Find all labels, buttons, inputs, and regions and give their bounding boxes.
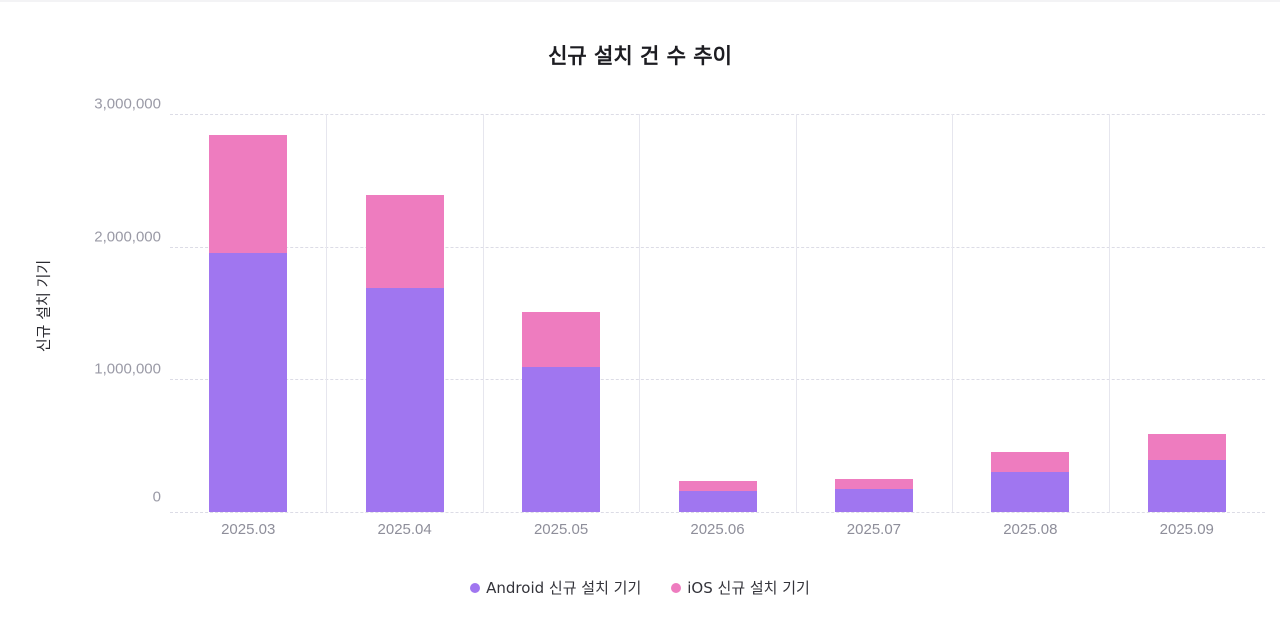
bar-segment-ios[interactable] <box>209 135 288 254</box>
bar-segment-android[interactable] <box>209 253 288 512</box>
ios-dot-icon <box>671 582 682 593</box>
bar-segment-android[interactable] <box>365 287 444 512</box>
x-tick-label: 2025.04 <box>377 521 432 538</box>
bar-segment-ios[interactable] <box>834 478 913 490</box>
bar-2025.08[interactable] <box>991 452 1070 512</box>
y-tick-label: 3,000,000 <box>94 95 161 113</box>
y-tick-label: 2,000,000 <box>94 228 161 246</box>
gridline <box>170 512 1265 513</box>
legend-label-android: Android 신규 설치 기기 <box>486 579 642 597</box>
x-tick-label: 2025.05 <box>533 521 589 538</box>
bar-2025.03[interactable] <box>209 135 288 512</box>
x-tick-label: 2025.07 <box>846 521 902 538</box>
x-tick-label: 2025.08 <box>1003 521 1058 538</box>
gridline <box>170 114 1265 115</box>
bar-2025.09[interactable] <box>1147 433 1226 512</box>
category-divider <box>796 114 797 512</box>
category-divider <box>952 114 953 512</box>
legend: Android 신규 설치 기기 iOS 신규 설치 기기 <box>0 577 1280 598</box>
bar-segment-ios[interactable] <box>1147 433 1226 461</box>
y-tick-label: 1,000,000 <box>94 360 161 378</box>
bar-2025.06[interactable] <box>678 481 757 512</box>
category-divider <box>639 114 640 512</box>
bar-segment-android[interactable] <box>522 367 601 512</box>
category-divider <box>326 114 327 512</box>
bar-2025.04[interactable] <box>365 194 444 512</box>
gridline <box>170 379 1265 381</box>
x-tick-label: 2025.06 <box>690 521 745 538</box>
category-divider <box>1109 114 1110 512</box>
x-tick-label: 2025.09 <box>1159 521 1214 538</box>
bar-2025.05[interactable] <box>522 311 601 512</box>
bar-segment-ios[interactable] <box>365 194 444 288</box>
y-tick-label: 0 <box>152 488 161 506</box>
android-dot-icon <box>470 582 481 593</box>
legend-item-android[interactable]: Android 신규 설치 기기 <box>470 577 641 598</box>
bar-segment-android[interactable] <box>991 472 1070 512</box>
chart-title: 신규 설치 건 수 추이 <box>548 44 732 68</box>
category-divider <box>483 114 484 512</box>
legend-label-ios: iOS 신규 설치 기기 <box>687 579 810 597</box>
bar-segment-android[interactable] <box>1147 460 1226 512</box>
bar-segment-android[interactable] <box>678 490 757 512</box>
top-border <box>0 0 1280 2</box>
x-tick-label: 2025.03 <box>221 521 276 538</box>
gridline <box>170 246 1265 248</box>
y-axis-label: 신규 설치 기기 <box>34 259 53 353</box>
legend-item-ios[interactable]: iOS 신규 설치 기기 <box>671 577 810 598</box>
bar-2025.07[interactable] <box>834 478 913 512</box>
bar-segment-ios[interactable] <box>678 481 757 491</box>
bar-segment-ios[interactable] <box>991 452 1070 473</box>
bar-segment-ios[interactable] <box>522 311 601 368</box>
bar-segment-android[interactable] <box>834 489 913 512</box>
